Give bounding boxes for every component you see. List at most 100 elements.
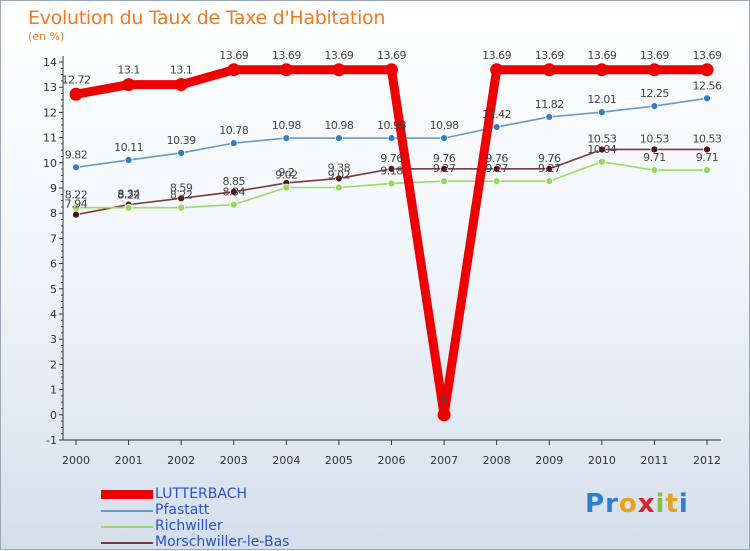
data-point: [545, 177, 554, 186]
data-point: [124, 156, 133, 164]
data-point: [177, 149, 186, 157]
data-label: 8.22: [117, 189, 140, 202]
y-tick-label: 12: [43, 106, 57, 119]
data-label: 9.71: [643, 151, 666, 164]
data-label: 11.82: [535, 98, 564, 111]
y-tick-label: 6: [50, 258, 57, 271]
data-label: 10.98: [324, 119, 353, 132]
data-label: 8.59: [170, 181, 193, 194]
data-point: [227, 63, 241, 77]
logo-letter: x: [637, 489, 656, 519]
data-point: [177, 194, 186, 203]
data-point: [72, 203, 80, 212]
x-tick-label: 2006: [378, 454, 406, 467]
data-point: [72, 210, 80, 219]
logo-letter: r: [605, 489, 619, 519]
data-label: 10.53: [640, 132, 669, 145]
legend-swatch: [101, 542, 153, 544]
data-label: 9.18: [380, 164, 403, 177]
data-label: 12.25: [640, 87, 669, 100]
data-label: 10.78: [219, 124, 248, 137]
data-label: 0: [441, 394, 448, 407]
x-tick-label: 2010: [588, 454, 616, 467]
data-point: [282, 134, 291, 143]
y-tick-label: -1: [46, 434, 57, 447]
data-point: [387, 134, 396, 143]
data-label: 10.53: [587, 132, 616, 145]
y-tick-label: 11: [43, 132, 57, 145]
data-label: 8.22: [65, 189, 88, 202]
data-point: [703, 166, 711, 175]
data-label: 10.11: [114, 141, 143, 154]
data-label: 9.27: [538, 162, 561, 175]
data-point: [282, 183, 291, 192]
data-point: [335, 134, 343, 143]
data-label: 9.27: [485, 162, 508, 175]
y-tick-label: 3: [50, 333, 57, 346]
legend-swatch: [101, 526, 153, 528]
y-tick-label: 2: [50, 358, 57, 371]
data-label: 9.02: [275, 168, 298, 181]
y-tick-label: 7: [50, 232, 57, 245]
data-point: [492, 123, 501, 131]
proxiti-logo: Proxiti: [585, 489, 689, 519]
data-point: [385, 63, 398, 77]
data-point: [387, 179, 396, 188]
data-point: [229, 187, 238, 196]
data-point: [335, 174, 343, 183]
x-tick-label: 2002: [167, 454, 195, 467]
data-label: 9.82: [65, 148, 88, 161]
logo-letter: t: [665, 489, 679, 519]
data-point: [437, 408, 451, 422]
data-label: 13.69: [535, 49, 564, 62]
data-label: 10.98: [430, 119, 459, 132]
y-tick-label: 4: [50, 308, 57, 321]
data-point: [647, 63, 661, 77]
data-label: 13.69: [324, 49, 353, 62]
data-point: [122, 78, 136, 92]
x-tick-label: 2009: [535, 454, 563, 467]
data-point: [650, 166, 659, 175]
legend-label: Pfastatt: [155, 502, 210, 518]
data-label: 9.76: [538, 152, 561, 165]
x-tick-label: 2012: [693, 454, 721, 467]
data-point: [440, 177, 448, 186]
data-label: 9.38: [328, 161, 351, 174]
data-point: [229, 139, 238, 148]
data-label: 8.34: [223, 186, 246, 199]
data-label: 9.27: [433, 162, 456, 175]
data-label: 9.71: [696, 151, 719, 164]
y-tick-label: 13: [43, 81, 57, 94]
data-label: 12.01: [587, 93, 616, 106]
legend-label: Morschwiller-le-Bas: [155, 534, 290, 550]
data-point: [700, 63, 714, 77]
data-label: 10.39: [167, 134, 196, 147]
data-point: [545, 164, 554, 173]
data-label: 11.42: [482, 108, 511, 121]
x-tick-label: 2001: [115, 454, 143, 467]
data-point: [542, 63, 556, 77]
data-point: [332, 63, 346, 77]
data-label: 13.69: [587, 49, 616, 62]
data-label: 8.22: [170, 189, 193, 202]
data-point: [440, 134, 448, 143]
data-point: [650, 145, 659, 154]
data-label: 13.69: [377, 49, 406, 62]
x-tick-label: 2004: [272, 454, 300, 467]
series-richwiller: [72, 157, 711, 212]
data-point: [177, 203, 186, 212]
data-point: [124, 203, 133, 212]
y-tick-label: 8: [50, 207, 57, 220]
data-label: 7.94: [65, 198, 88, 211]
y-tick-label: 0: [50, 409, 57, 422]
data-point: [597, 108, 606, 117]
data-label: 12.56: [693, 79, 722, 92]
data-point: [597, 157, 606, 166]
data-point: [174, 78, 188, 92]
data-point: [703, 145, 711, 154]
data-label: 13.1: [170, 64, 193, 77]
data-point: [229, 200, 238, 209]
x-tick-label: 2003: [220, 454, 248, 467]
